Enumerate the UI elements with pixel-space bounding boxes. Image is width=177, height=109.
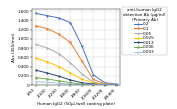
0.05 [81, 73, 83, 75]
Y-axis label: Abs (450/mm): Abs (450/mm) [12, 32, 16, 62]
0.013 [35, 70, 37, 71]
0.003 [46, 82, 48, 83]
0.2 [35, 13, 37, 14]
Line: 0.003: 0.003 [35, 81, 117, 85]
0.025 [69, 72, 72, 74]
X-axis label: Human IgG2 (50μL/well coating plate): Human IgG2 (50μL/well coating plate) [37, 102, 115, 106]
0.006 [46, 78, 48, 80]
Line: 0.006: 0.006 [35, 77, 117, 85]
0.05 [115, 84, 117, 85]
0.013 [92, 83, 94, 85]
0.05 [69, 62, 72, 63]
0.003 [58, 83, 60, 84]
0.025 [92, 83, 94, 84]
0.2 [69, 22, 72, 23]
0.006 [104, 84, 106, 85]
0.05 [92, 82, 94, 83]
0.2 [46, 15, 48, 16]
0.006 [58, 80, 60, 82]
0.05 [35, 44, 37, 45]
0.1 [115, 84, 117, 85]
0.025 [104, 84, 106, 85]
0.05 [46, 47, 48, 49]
0.2 [92, 74, 94, 76]
0.2 [104, 82, 106, 83]
Line: 0.2: 0.2 [35, 13, 117, 85]
Line: 0.1: 0.1 [35, 25, 117, 85]
0.05 [58, 53, 60, 54]
0.003 [92, 84, 94, 85]
0.1 [92, 79, 94, 80]
0.1 [58, 33, 60, 35]
0.025 [35, 58, 37, 59]
0.025 [115, 84, 117, 85]
0.003 [115, 84, 117, 85]
0.1 [46, 28, 48, 29]
0.025 [81, 78, 83, 80]
0.1 [81, 60, 83, 62]
0.2 [81, 45, 83, 46]
0.003 [104, 84, 106, 85]
Legend: 0.2, 0.1, 0.05, 0.025, 0.013, 0.006, 0.003: 0.2, 0.1, 0.05, 0.025, 0.013, 0.006, 0.0… [122, 7, 167, 55]
0.1 [69, 42, 72, 43]
0.006 [92, 84, 94, 85]
Line: 0.025: 0.025 [35, 57, 117, 85]
0.1 [104, 83, 106, 84]
0.2 [58, 17, 60, 19]
0.013 [104, 84, 106, 85]
0.013 [46, 72, 48, 74]
0.013 [58, 76, 60, 77]
0.2 [115, 83, 117, 85]
0.025 [58, 66, 60, 67]
0.003 [81, 84, 83, 85]
0.006 [115, 84, 117, 85]
0.025 [46, 61, 48, 63]
0.006 [69, 82, 72, 83]
0.013 [81, 82, 83, 83]
0.003 [69, 83, 72, 85]
0.013 [115, 84, 117, 85]
0.05 [104, 83, 106, 85]
0.013 [69, 79, 72, 81]
Line: 0.013: 0.013 [35, 69, 117, 85]
0.006 [81, 83, 83, 85]
Line: 0.05: 0.05 [35, 43, 117, 85]
0.003 [35, 81, 37, 82]
0.006 [35, 77, 37, 78]
0.1 [35, 25, 37, 26]
